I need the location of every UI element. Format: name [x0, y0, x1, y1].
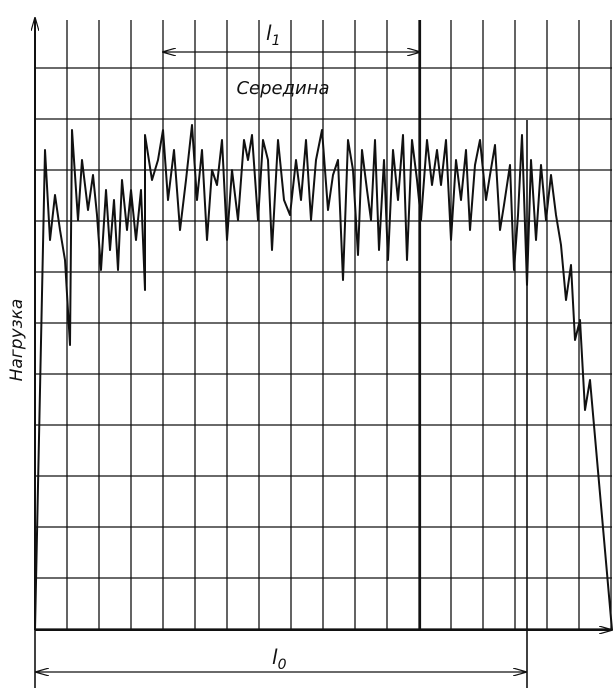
- l0-label: l0: [272, 645, 287, 673]
- middle-label: Середина: [236, 78, 329, 99]
- l1-label: l1: [266, 21, 280, 49]
- load-trace: [34, 124, 613, 631]
- axis-label: Нагрузка: [7, 299, 27, 382]
- grid: [35, 20, 612, 630]
